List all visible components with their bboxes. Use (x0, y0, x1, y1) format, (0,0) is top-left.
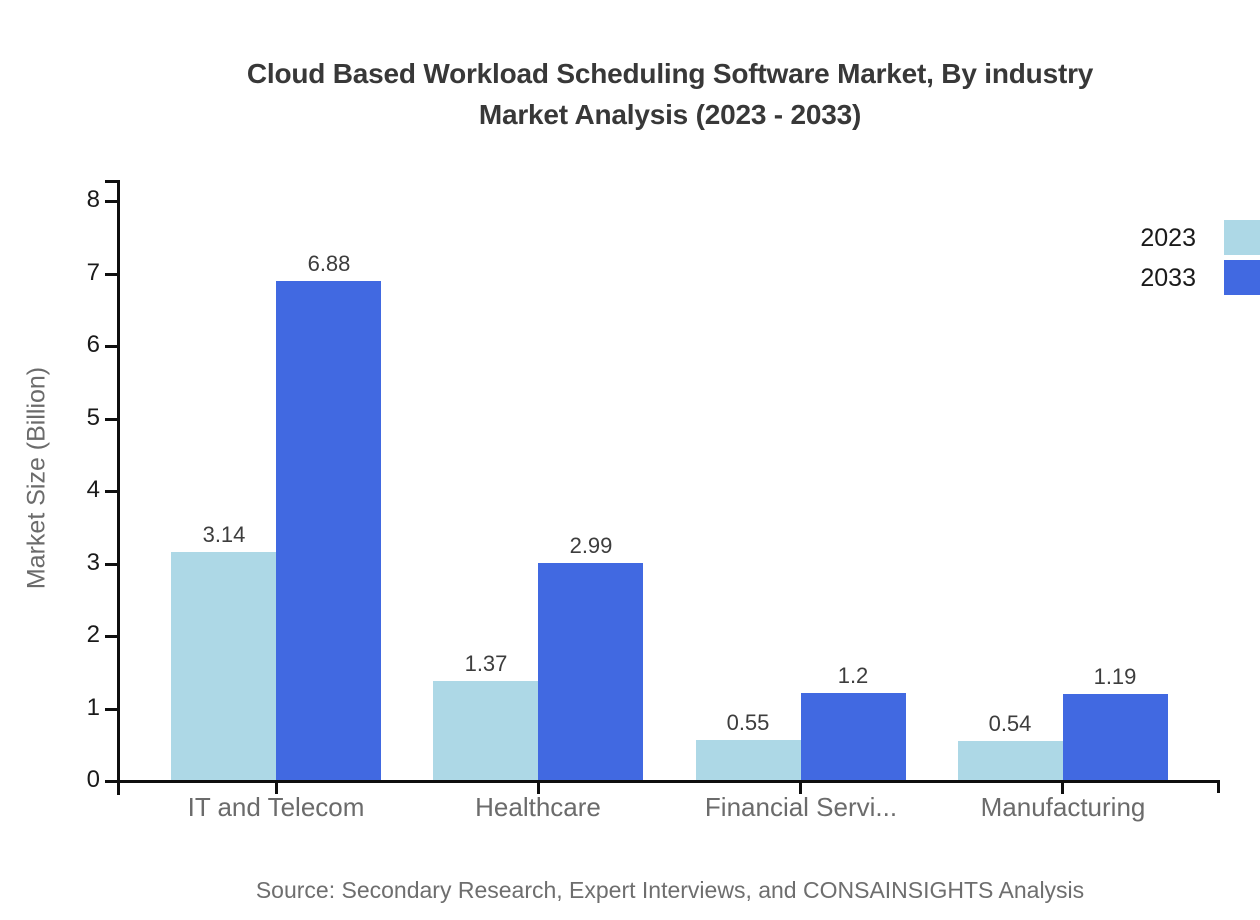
y-tick (105, 780, 118, 783)
y-tick (105, 200, 118, 203)
chart-title-line1: Cloud Based Workload Scheduling Software… (246, 58, 1094, 89)
chart-title: Cloud Based Workload Scheduling Software… (80, 53, 1260, 135)
x-tick (1061, 783, 1064, 794)
y-tick-label: 5 (86, 404, 100, 431)
y-tick (105, 490, 118, 493)
y-tick-label: 2 (86, 621, 100, 648)
bar-2033-it-and-telecom (276, 281, 381, 780)
bar-2033-healthcare (538, 563, 643, 780)
bar-2023-healthcare (433, 681, 538, 780)
bar-value-label: 2.99 (569, 533, 613, 558)
x-tick (537, 783, 540, 794)
y-tick (105, 635, 118, 638)
bar-2023-financial-servi (696, 740, 801, 780)
bar-value-label: 1.37 (464, 651, 508, 676)
y-tick (105, 708, 118, 711)
bar-value-label: 1.19 (1093, 664, 1137, 689)
chart-title-line2: Market Analysis (2023 - 2033) (478, 99, 862, 130)
legend-label-2033: 2033 (1140, 264, 1196, 292)
x-axis-category-label: Manufacturing (980, 792, 1146, 822)
y-tick-label: 3 (86, 549, 100, 576)
x-axis-category-label: Financial Servi... (704, 792, 898, 822)
x-axis-line (105, 780, 1220, 783)
bar-value-label: 6.88 (307, 251, 351, 276)
y-tick-label: 4 (86, 476, 100, 503)
x-axis-category-label: Healthcare (475, 792, 601, 822)
source-note: Source: Secondary Research, Expert Inter… (255, 877, 1085, 903)
y-tick-label: 7 (86, 259, 100, 286)
y-tick-label: 8 (86, 186, 100, 213)
y-tick (105, 345, 118, 348)
legend-label-2023: 2023 (1140, 224, 1196, 252)
y-axis-end-tick (105, 180, 118, 183)
bar-2033-financial-servi (801, 693, 906, 780)
x-tick (275, 783, 278, 794)
y-tick (105, 273, 118, 276)
x-axis-end-tick (1217, 780, 1220, 793)
y-axis-line (117, 180, 120, 795)
y-tick-label: 1 (86, 694, 100, 721)
y-tick-label: 0 (86, 766, 100, 793)
bar-value-label: 3.14 (202, 522, 246, 547)
bar-value-label: 1.2 (837, 663, 869, 688)
legend-swatch-2023 (1224, 220, 1260, 255)
bar-2023-manufacturing (958, 741, 1063, 780)
bar-2033-manufacturing (1063, 694, 1168, 780)
bar-value-label: 0.55 (726, 710, 770, 735)
bar-value-label: 0.54 (988, 711, 1032, 736)
y-tick (105, 418, 118, 421)
x-axis-category-label: IT and Telecom (187, 792, 365, 822)
bar-2023-it-and-telecom (171, 552, 276, 780)
y-tick-label: 6 (86, 331, 100, 358)
x-tick (799, 783, 802, 794)
legend-swatch-2033 (1224, 260, 1260, 295)
y-tick (105, 563, 118, 566)
